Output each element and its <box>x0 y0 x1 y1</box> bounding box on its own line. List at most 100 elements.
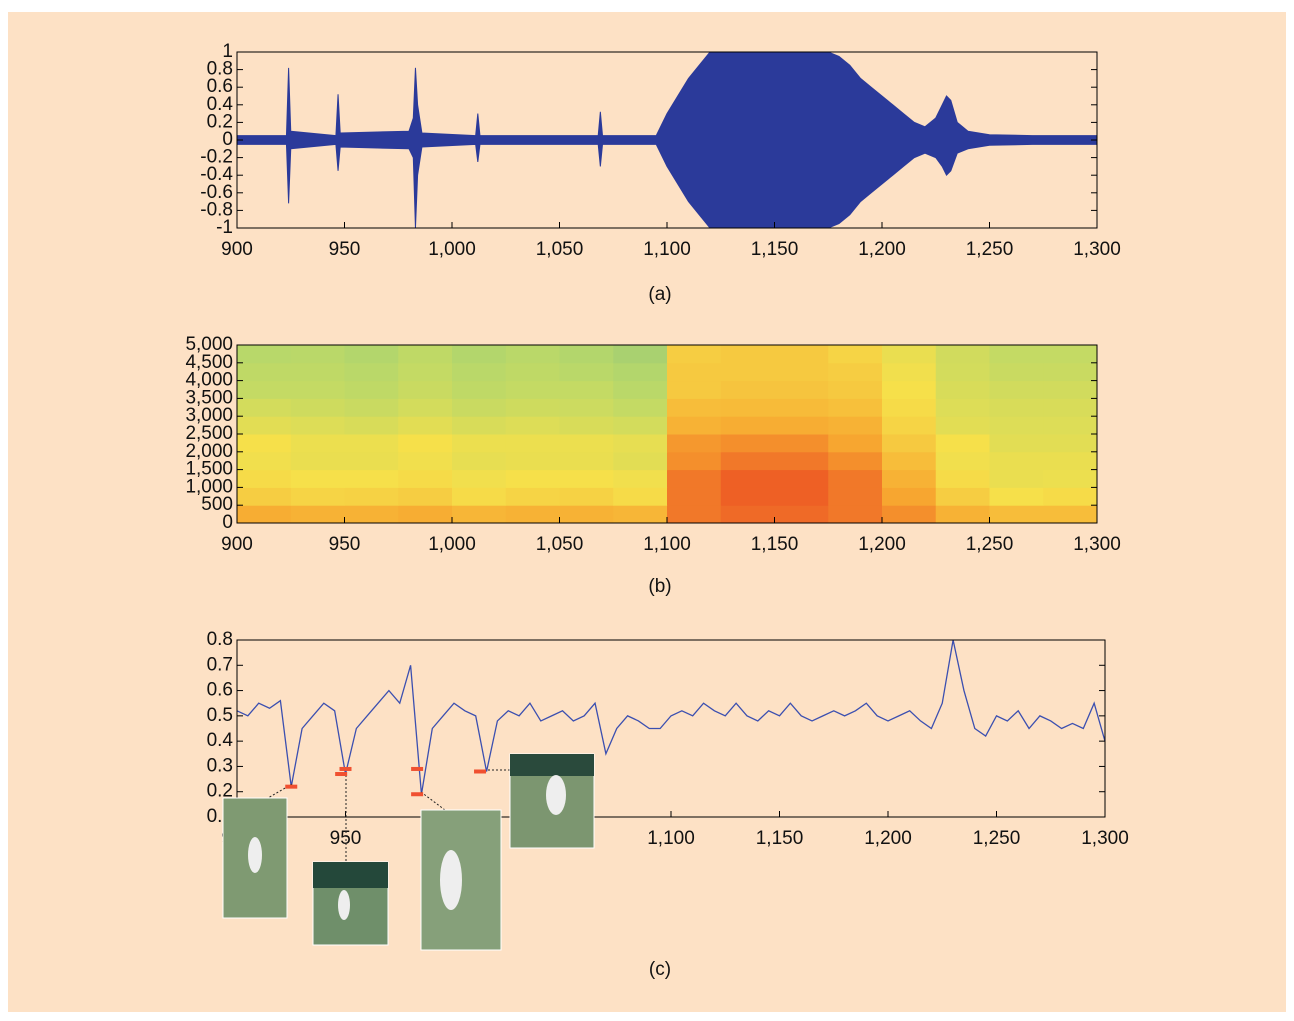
heatmap-cell <box>237 505 292 524</box>
heatmap-cell <box>828 416 883 435</box>
heatmap-cell <box>828 398 883 417</box>
y-tick-label: 1,000 <box>185 476 233 497</box>
heatmap-cell <box>452 416 507 435</box>
video-frame-wall <box>510 754 594 776</box>
thumbnails <box>222 753 595 951</box>
heatmap-cell <box>720 505 775 524</box>
heatmap-cell <box>559 451 614 471</box>
heatmap-cell <box>290 345 345 364</box>
y-tick-label: 5,000 <box>185 334 233 355</box>
y-tick-label: 0.2 <box>207 111 233 132</box>
heatmap-cell <box>237 345 292 364</box>
heatmap-cell <box>828 362 883 382</box>
heatmap-cell <box>559 487 614 506</box>
heatmap-cell <box>344 380 399 399</box>
heatmap-cell <box>505 487 560 506</box>
heatmap-cell <box>1043 434 1098 453</box>
heatmap-cell <box>1043 345 1098 364</box>
heatmap-cell <box>667 416 722 435</box>
player <box>546 775 566 815</box>
heatmap-cell <box>720 345 775 364</box>
heatmap-cell <box>559 362 614 382</box>
heatmap-cell <box>667 380 722 399</box>
y-tick-label: 0.3 <box>207 755 233 776</box>
heatmap-cell <box>935 362 990 382</box>
x-tick-label: 1,300 <box>1073 239 1121 260</box>
heatmap-cell <box>237 451 292 471</box>
heatmap-cell <box>882 416 937 435</box>
heatmap-cell <box>667 487 722 506</box>
heatmap-cell <box>613 451 668 471</box>
y-tick-label: -1 <box>216 217 233 238</box>
heatmap-cell <box>1043 380 1098 399</box>
heatmap-cell <box>720 487 775 506</box>
heatmap-cell <box>774 380 829 399</box>
x-tick-label: 1,100 <box>643 239 691 260</box>
heatmap-cell <box>398 434 453 453</box>
heatmap-cell <box>452 380 507 399</box>
caption: (c) <box>649 959 671 980</box>
y-tick-label: -0.4 <box>200 164 233 185</box>
heatmap-cell <box>398 469 453 488</box>
heatmap-cell <box>989 505 1044 524</box>
heatmap-cell <box>613 345 668 364</box>
y-tick-label: 4,500 <box>185 352 233 373</box>
heatmap-cell <box>1043 451 1098 471</box>
heatmap-cell <box>505 505 560 524</box>
heatmap-cell <box>828 505 883 524</box>
heatmap-cell <box>1043 487 1098 506</box>
player <box>338 890 350 920</box>
x-tick-label: 1,150 <box>751 239 799 260</box>
heatmap-cell <box>828 487 883 506</box>
heatmap-cell <box>882 469 937 488</box>
heatmap-cell <box>559 398 614 417</box>
heatmap-cell <box>559 469 614 488</box>
heatmap-cell <box>559 505 614 524</box>
heatmap-cell <box>882 434 937 453</box>
x-tick-label: 950 <box>330 828 362 849</box>
y-tick-label: 3,500 <box>185 387 233 408</box>
heatmap-cell <box>505 398 560 417</box>
heatmap-cell <box>828 380 883 399</box>
video-frame-wall <box>313 862 388 888</box>
x-tick-label: 1,150 <box>751 534 799 555</box>
heatmap-cell <box>720 362 775 382</box>
heatmap-cell <box>452 451 507 471</box>
heatmap-cell <box>774 487 829 506</box>
heatmap-cell <box>452 345 507 364</box>
heatmap-cell <box>505 434 560 453</box>
heatmap-cell <box>667 434 722 453</box>
heatmap-cell <box>882 505 937 524</box>
heatmap-cell <box>398 505 453 524</box>
heatmap-cell <box>290 434 345 453</box>
heatmap-cell <box>237 469 292 488</box>
y-tick-label: 3,000 <box>185 405 233 426</box>
heatmap-cell <box>398 451 453 471</box>
x-tick-label: 950 <box>329 239 361 260</box>
heatmap-cell <box>774 469 829 488</box>
heatmap-cell <box>290 380 345 399</box>
heatmap-cell <box>667 505 722 524</box>
heatmap-cell <box>774 345 829 364</box>
heatmap-cell <box>989 451 1044 471</box>
x-tick-label: 1,200 <box>864 828 912 849</box>
heatmap-cell <box>989 345 1044 364</box>
heatmap-cell <box>720 434 775 453</box>
marker <box>474 769 487 774</box>
heatmap-cell <box>989 487 1044 506</box>
heatmap-cell <box>344 416 399 435</box>
heatmap-cell <box>344 434 399 453</box>
y-tick-label: 0.6 <box>207 680 233 701</box>
x-tick-label: 1,000 <box>428 239 476 260</box>
heatmap-cell <box>720 469 775 488</box>
heatmap-cell <box>452 398 507 417</box>
heatmap-cell <box>398 398 453 417</box>
heatmap-cell <box>935 398 990 417</box>
heatmap-cell <box>935 416 990 435</box>
heatmap-cell <box>398 380 453 399</box>
heatmap-cell <box>613 398 668 417</box>
heatmap-cell <box>398 345 453 364</box>
heatmap-cell <box>344 345 399 364</box>
y-tick-label: 0.8 <box>207 629 233 650</box>
